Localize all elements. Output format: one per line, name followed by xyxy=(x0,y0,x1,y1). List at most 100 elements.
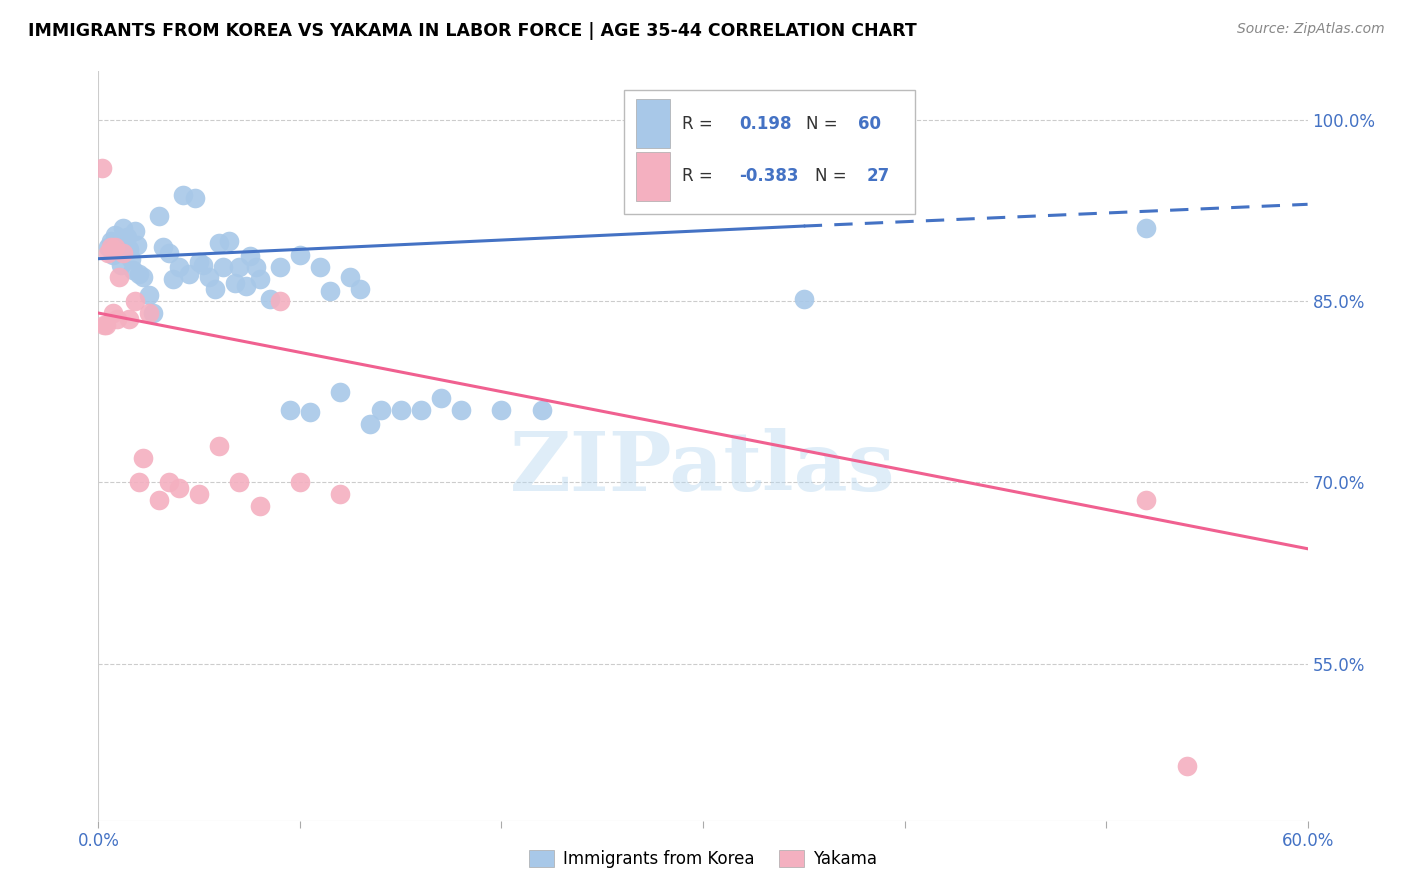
Text: 27: 27 xyxy=(866,168,890,186)
Point xyxy=(319,285,342,299)
Point xyxy=(245,260,267,274)
Point xyxy=(115,230,138,244)
Point xyxy=(114,235,136,250)
Point xyxy=(101,248,124,262)
FancyBboxPatch shape xyxy=(624,90,915,214)
Point xyxy=(105,239,128,253)
Point xyxy=(118,312,141,326)
Point xyxy=(309,260,332,274)
Text: 60: 60 xyxy=(858,115,880,133)
Bar xyxy=(637,100,671,148)
Point xyxy=(118,242,141,256)
Point xyxy=(269,260,291,274)
Point xyxy=(107,244,129,258)
Point xyxy=(138,288,160,302)
Point xyxy=(103,239,125,253)
Point xyxy=(249,500,271,514)
Text: ZIPatlas: ZIPatlas xyxy=(510,428,896,508)
Point xyxy=(389,402,412,417)
Point xyxy=(97,239,120,253)
Text: IMMIGRANTS FROM KOREA VS YAKAMA IN LABOR FORCE | AGE 35-44 CORRELATION CHART: IMMIGRANTS FROM KOREA VS YAKAMA IN LABOR… xyxy=(28,22,917,40)
Point xyxy=(198,269,221,284)
Point xyxy=(128,475,150,490)
Point xyxy=(172,187,194,202)
Point xyxy=(167,260,190,274)
Point xyxy=(188,487,211,501)
Point xyxy=(269,293,291,308)
Point xyxy=(124,224,146,238)
Text: N =: N = xyxy=(806,115,838,133)
Text: Source: ZipAtlas.com: Source: ZipAtlas.com xyxy=(1237,22,1385,37)
Point xyxy=(450,402,472,417)
Point xyxy=(110,258,132,272)
Point xyxy=(204,282,226,296)
Point xyxy=(125,238,148,252)
Point xyxy=(339,269,361,284)
Point xyxy=(370,402,392,417)
Point xyxy=(1135,221,1157,235)
Legend: Immigrants from Korea, Yakama: Immigrants from Korea, Yakama xyxy=(523,843,883,875)
Point xyxy=(259,292,281,306)
Point xyxy=(148,493,170,508)
Point xyxy=(157,245,180,260)
Point xyxy=(132,269,155,284)
Text: R =: R = xyxy=(682,168,713,186)
Point xyxy=(148,210,170,224)
Point xyxy=(188,255,211,269)
Point xyxy=(157,475,180,490)
Text: R =: R = xyxy=(682,115,713,133)
Point xyxy=(329,384,352,399)
Point xyxy=(349,282,371,296)
Point xyxy=(162,272,184,286)
Point xyxy=(124,293,146,308)
Point xyxy=(96,318,118,333)
Point xyxy=(1135,493,1157,508)
Point xyxy=(1175,759,1198,773)
Point xyxy=(132,451,155,466)
Point xyxy=(105,312,128,326)
Point xyxy=(128,268,150,282)
Point xyxy=(235,279,257,293)
Point xyxy=(107,269,129,284)
Point xyxy=(111,245,134,260)
Point xyxy=(167,481,190,495)
Point xyxy=(212,260,235,274)
Point xyxy=(491,402,513,417)
Point xyxy=(228,260,250,274)
Point xyxy=(103,227,125,242)
Point xyxy=(224,276,246,290)
Point xyxy=(239,249,262,263)
Point xyxy=(329,487,352,501)
Point xyxy=(100,239,122,253)
Bar xyxy=(637,152,671,201)
Point xyxy=(111,221,134,235)
Point xyxy=(208,235,231,250)
Point xyxy=(530,402,553,417)
Point xyxy=(138,306,160,320)
Point xyxy=(278,402,301,417)
Point xyxy=(228,475,250,490)
Point xyxy=(121,262,143,277)
Text: 0.198: 0.198 xyxy=(740,115,792,133)
Point xyxy=(120,252,142,266)
Text: N =: N = xyxy=(815,168,846,186)
Point xyxy=(93,318,115,333)
Point xyxy=(208,439,231,453)
Point xyxy=(409,402,432,417)
Point xyxy=(218,234,240,248)
Point xyxy=(101,306,124,320)
Point xyxy=(179,268,201,282)
Point xyxy=(288,248,311,262)
Point xyxy=(97,245,120,260)
Point xyxy=(152,239,174,253)
Point xyxy=(793,292,815,306)
Point xyxy=(100,234,122,248)
Point xyxy=(288,475,311,490)
Point xyxy=(91,161,114,175)
Point xyxy=(430,391,453,405)
Point xyxy=(360,417,382,432)
Point xyxy=(184,191,207,205)
Point xyxy=(299,405,322,419)
Point xyxy=(193,258,215,272)
Point xyxy=(142,306,165,320)
